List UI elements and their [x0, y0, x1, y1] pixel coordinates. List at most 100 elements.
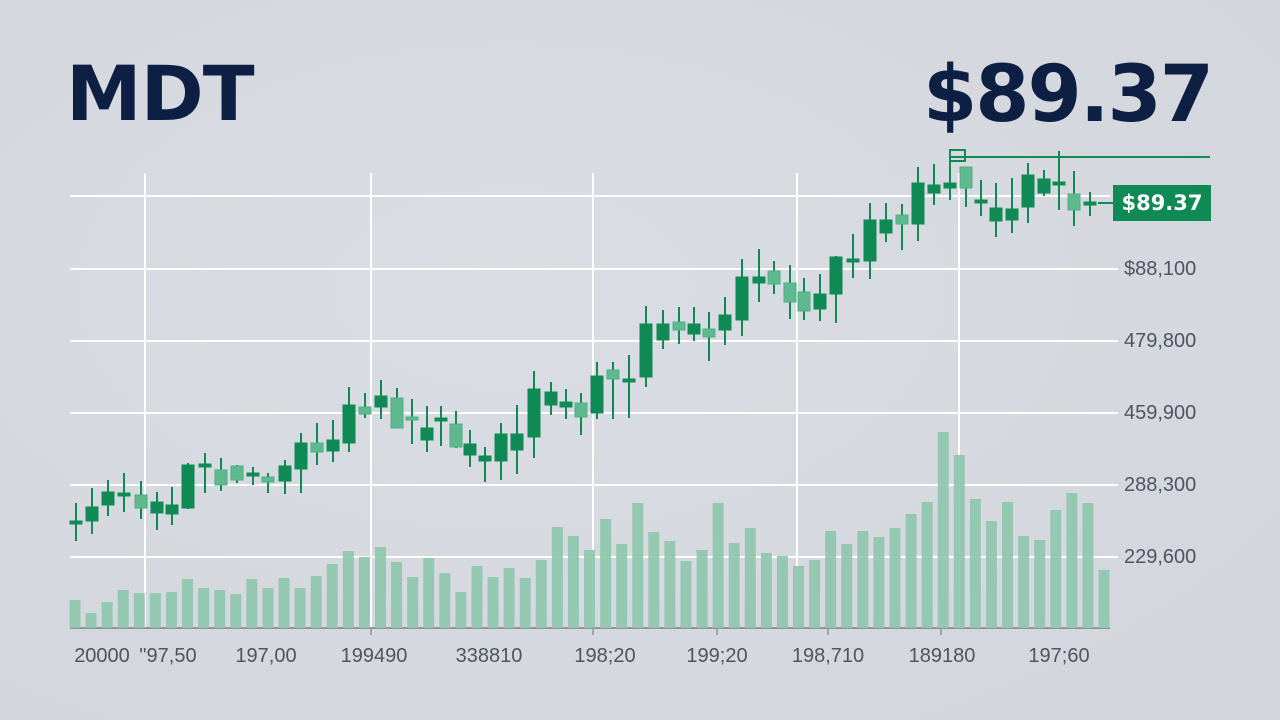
volume-bar	[342, 551, 354, 628]
volume-bar	[793, 566, 805, 628]
candle	[390, 388, 404, 429]
volume-bar	[696, 550, 708, 628]
candle-body	[797, 291, 811, 312]
candle	[829, 256, 843, 323]
candle	[863, 203, 877, 279]
candle	[606, 362, 620, 419]
volume-bar	[937, 432, 949, 628]
candle-body	[783, 282, 797, 303]
candle	[463, 430, 477, 467]
volume-bar	[358, 557, 370, 628]
volume-bar	[760, 553, 772, 628]
candle-body	[134, 494, 148, 509]
candle-body	[1005, 208, 1019, 221]
current-price-heading: $89.37	[923, 50, 1214, 140]
candle-body	[735, 276, 749, 321]
candle	[101, 480, 115, 516]
volume-bar	[889, 528, 901, 628]
candle-body	[230, 465, 244, 481]
volume-bar	[423, 558, 435, 628]
volume-bar	[391, 562, 403, 628]
candle-body	[656, 323, 670, 341]
x-axis-label: 197;60	[1028, 645, 1090, 667]
volume-bar	[487, 577, 499, 628]
candle-body	[672, 321, 686, 331]
volume-bar	[1098, 570, 1110, 628]
volume-bar	[262, 588, 274, 628]
candle	[1037, 170, 1051, 196]
ticker-symbol: MDT	[66, 49, 255, 138]
volume-bar	[246, 579, 258, 628]
candle-body	[150, 501, 164, 514]
candle	[895, 204, 909, 250]
candle	[374, 380, 388, 419]
candle-body	[261, 476, 275, 483]
volume-bar	[198, 588, 210, 628]
volume-bar	[535, 560, 547, 628]
y-axis-label: 288,300	[1124, 474, 1197, 496]
volume-bar	[1034, 540, 1046, 628]
candle	[69, 503, 83, 541]
candle-body	[974, 199, 988, 204]
candle	[752, 249, 766, 302]
volume-bar	[294, 588, 306, 628]
x-axis-label: 20000	[74, 645, 130, 667]
volume-bar	[551, 527, 563, 628]
candle-body	[1067, 193, 1081, 211]
volume-bar	[230, 594, 242, 628]
x-axis-label: 189180	[908, 645, 976, 667]
candle-body	[434, 417, 448, 422]
candle	[639, 306, 653, 387]
candle	[687, 307, 701, 341]
volume-bar	[857, 531, 869, 628]
candle	[974, 180, 988, 216]
x-axis-label: 197,00	[235, 645, 297, 667]
volume-bar	[728, 543, 740, 628]
candle-body	[449, 423, 463, 448]
volume-bar	[214, 590, 226, 628]
candle	[813, 274, 827, 321]
volume-bar	[439, 573, 451, 628]
candle	[846, 234, 860, 278]
candle	[494, 423, 508, 480]
candle	[767, 261, 781, 294]
volume-bar	[278, 578, 290, 628]
x-axis-label: "97,50	[139, 645, 197, 667]
candle	[294, 433, 308, 493]
volume-bar	[616, 544, 628, 628]
candle	[358, 393, 372, 418]
candle-body	[358, 406, 372, 415]
candle-body	[879, 219, 893, 234]
candle	[326, 420, 340, 462]
candle	[574, 393, 588, 435]
candle	[989, 183, 1003, 237]
candle-body	[527, 388, 541, 438]
candle-body	[374, 395, 388, 408]
candle-body	[574, 402, 588, 418]
candle-body	[767, 270, 781, 285]
candle-body	[69, 520, 83, 525]
volume-bar	[841, 544, 853, 628]
candle	[1005, 178, 1019, 233]
candle	[181, 463, 195, 509]
candle-body	[85, 506, 99, 522]
candle-body	[1021, 174, 1035, 208]
candle	[449, 411, 463, 448]
candle-body	[101, 491, 115, 506]
volume-bar	[471, 566, 483, 628]
marker-box	[949, 149, 966, 162]
candle-body	[1052, 181, 1066, 186]
y-axis-label: 229,600	[1124, 546, 1197, 568]
candle	[911, 167, 925, 241]
candle	[559, 389, 573, 419]
candle	[134, 481, 148, 519]
volume-bar	[133, 593, 145, 628]
volume-bar	[648, 532, 660, 628]
candle-body	[718, 314, 732, 331]
candle-body	[478, 455, 492, 462]
volume-bar	[825, 531, 837, 628]
volume-bar	[85, 613, 97, 628]
volume-bar	[1082, 503, 1094, 628]
candle	[879, 203, 893, 242]
candle-body	[198, 463, 212, 468]
